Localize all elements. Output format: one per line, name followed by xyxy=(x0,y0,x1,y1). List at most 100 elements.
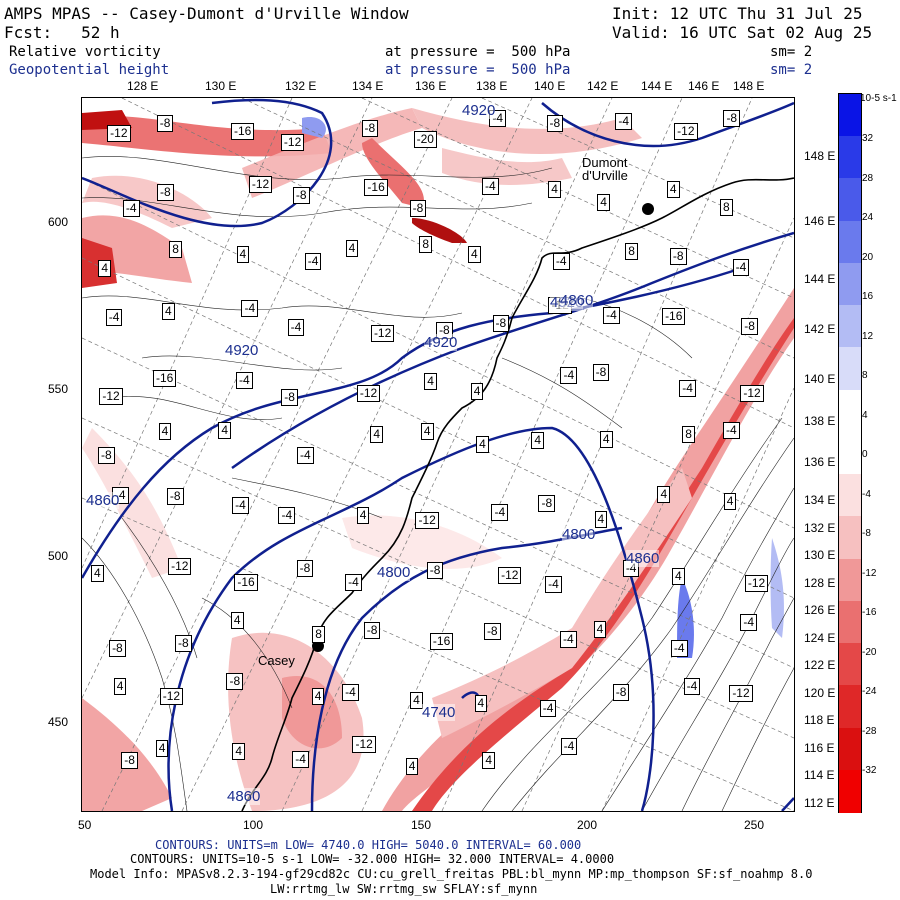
vorticity-contour-label: 4 xyxy=(657,486,671,504)
colorbar-unit: 10-5 s-1 xyxy=(860,93,897,104)
vorticity-contour-label: -8 xyxy=(292,187,310,205)
right-lat-label: 116 E xyxy=(804,740,835,755)
footer-physics: LW:rrtmg_lw SW:rrtmg_sw SFLAY:sf_mynn xyxy=(270,882,538,896)
plot-title: AMPS MPAS -- Casey-Dumont d'Urville Wind… xyxy=(4,4,409,23)
init-time: Init: 12 UTC Thu 31 Jul 25 xyxy=(612,4,863,23)
field1-smooth: sm= 2 xyxy=(770,44,813,60)
right-lat-label: 138 E xyxy=(804,414,836,428)
vorticity-contour-label: -8 xyxy=(669,248,687,266)
vorticity-contour-label: 4 xyxy=(113,677,127,695)
vorticity-contour-label: -4 xyxy=(105,309,123,327)
vorticity-contour-label: 4 xyxy=(470,382,484,400)
height-contour-label: 4860 xyxy=(626,550,660,567)
vorticity-contour-label: 4 xyxy=(155,740,169,758)
top-lon-label: 144 E xyxy=(641,79,673,93)
colorbar-segment xyxy=(839,685,861,729)
colorbar-label: 8 xyxy=(862,370,868,381)
footer-vort-contours: CONTOURS: UNITS=10-5 s-1 LOW= -32.000 HI… xyxy=(130,852,615,866)
vorticity-contour-label: 4 xyxy=(594,510,608,528)
vorticity-contour-label: -12 xyxy=(356,385,381,403)
colorbar xyxy=(838,93,862,813)
colorbar-segment xyxy=(839,136,861,180)
vorticity-contour-label: 8 xyxy=(419,236,433,254)
colorbar-segment xyxy=(839,347,861,391)
vorticity-contour-label: -8 xyxy=(166,487,184,505)
field2-smooth: sm= 2 xyxy=(770,62,813,78)
vorticity-contour-label: -4 xyxy=(732,258,750,276)
footer-height-contours: CONTOURS: UNITS=m LOW= 4740.0 HIGH= 5040… xyxy=(155,838,582,852)
vorticity-contour-label: -4 xyxy=(122,199,140,217)
top-lon-label: 146 E xyxy=(688,79,720,93)
vorticity-contour-label: -4 xyxy=(304,253,322,271)
colorbar-label: 24 xyxy=(862,212,874,223)
colorbar-label: -8 xyxy=(862,528,871,539)
vorticity-contour-label: -4 xyxy=(345,574,362,592)
x-axis-label: 250 xyxy=(744,818,765,832)
top-lon-label: 130 E xyxy=(205,79,237,93)
top-lon-label: 140 E xyxy=(534,79,566,93)
vorticity-contour-label: 4 xyxy=(597,193,610,211)
vorticity-contour-label: -4 xyxy=(278,507,296,525)
vorticity-contour-label: 4 xyxy=(420,423,434,441)
field2-level: at pressure = 500 hPa xyxy=(385,62,571,78)
vorticity-contour-label: -8 xyxy=(741,318,758,336)
vorticity-contour-label: -8 xyxy=(296,559,314,577)
vorticity-contour-label: 4 xyxy=(410,692,423,710)
vorticity-contour-label: 8 xyxy=(625,243,638,261)
colorbar-segment xyxy=(839,474,861,518)
top-lon-label: 138 E xyxy=(476,79,508,93)
vorticity-contour-label: -4 xyxy=(296,446,314,464)
vorticity-contour-label: -12 xyxy=(280,134,305,152)
height-contour-label: 4920 xyxy=(462,102,496,119)
vorticity-contour-label: 4 xyxy=(599,430,613,448)
vorticity-contour-label: -12 xyxy=(729,685,753,703)
right-lat-label: 114 E xyxy=(804,768,835,783)
vorticity-contour-label: -8 xyxy=(492,315,510,333)
right-lat-label: 144 E xyxy=(804,272,836,286)
colorbar-label: 28 xyxy=(862,172,874,184)
y-axis-label: 550 xyxy=(48,382,69,396)
vorticity-contour-label: -8 xyxy=(281,388,298,406)
vorticity-contour-label: 4 xyxy=(236,245,250,263)
vorticity-contour-label: -12 xyxy=(168,558,192,576)
right-lat-label: 140 E xyxy=(804,372,836,386)
vorticity-contour-label: -8 xyxy=(426,562,444,580)
vorticity-contour-label: -4 xyxy=(560,738,578,756)
vorticity-contour-label: -12 xyxy=(99,387,123,405)
vorticity-contour-label: 4 xyxy=(158,422,172,440)
field1-level: at pressure = 500 hPa xyxy=(385,44,571,60)
map-plot-area[interactable]: Casey Dumont d'Urville -12 -8 -16 -12 -8 -20 -… xyxy=(81,97,795,812)
right-lat-label: 148 E xyxy=(804,149,836,163)
colorbar-label: -16 xyxy=(862,607,877,618)
vorticity-contour-label: -16 xyxy=(662,307,686,325)
vorticity-contour-label: -12 xyxy=(498,567,522,585)
height-contour-label: 4860 xyxy=(560,292,594,309)
right-lat-label: 136 E xyxy=(804,455,836,469)
vorticity-contour-label: -8 xyxy=(226,673,244,691)
vorticity-contour-label: -12 xyxy=(352,736,376,754)
right-lat-label: 126 E xyxy=(804,603,836,618)
vorticity-contour-label: 4 xyxy=(723,493,737,511)
vorticity-contour-label: 4 xyxy=(311,687,325,705)
vorticity-contour-label: -12 xyxy=(744,574,769,592)
vorticity-contour-label: 4 xyxy=(161,303,175,321)
x-axis-label: 50 xyxy=(78,818,92,832)
top-lon-label: 132 E xyxy=(285,79,317,93)
height-contour-label: 4920 xyxy=(225,342,259,359)
vorticity-contour-label: -12 xyxy=(107,124,131,142)
colorbar-segment xyxy=(839,558,861,602)
height-contour-label: 4740 xyxy=(422,704,456,721)
durville-station-marker[interactable] xyxy=(642,203,654,215)
vorticity-contour-label: -16 xyxy=(364,179,388,197)
vorticity-contour-label: -8 xyxy=(174,634,192,652)
vorticity-contour-label: -20 xyxy=(413,131,437,149)
colorbar-label: -4 xyxy=(862,488,871,500)
vorticity-contour-label: -8 xyxy=(723,109,741,127)
y-axis-label: 500 xyxy=(48,549,69,563)
vorticity-contour-label: 8 xyxy=(169,240,182,258)
colorbar-segment xyxy=(839,389,861,433)
height-contour-label: 4800 xyxy=(562,526,596,543)
field1-name: Relative vorticity xyxy=(9,44,161,60)
vorticity-contour-label: -4 xyxy=(232,496,249,514)
colorbar-label: 0 xyxy=(862,449,868,460)
